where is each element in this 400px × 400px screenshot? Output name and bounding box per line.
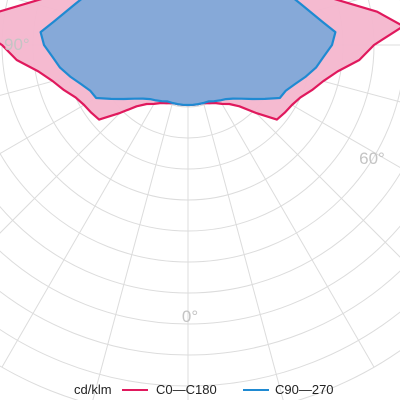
series-layer (0, 0, 400, 121)
grid-spoke (218, 98, 375, 368)
legend-unit-label: cd/klm (74, 382, 112, 397)
legend-entry-c90-270: C90—270 (275, 382, 334, 397)
angle-label-0: 0° (182, 307, 198, 326)
legend: cd/klm C0—C180 C90—270 (74, 382, 334, 397)
grid-spoke (0, 88, 145, 234)
grid-spoke (1, 98, 158, 368)
series-area-c90-270 (39, 0, 337, 107)
grid-spoke (203, 104, 284, 400)
grid-spoke (92, 104, 173, 400)
grid-spoke (231, 88, 400, 258)
angle-label-90: 90° (4, 35, 30, 54)
angle-label-60: 60° (359, 149, 385, 168)
legend-entry-c0-c180: C0—C180 (156, 382, 217, 397)
angle-labels: 90° 60° 0° (4, 35, 385, 326)
